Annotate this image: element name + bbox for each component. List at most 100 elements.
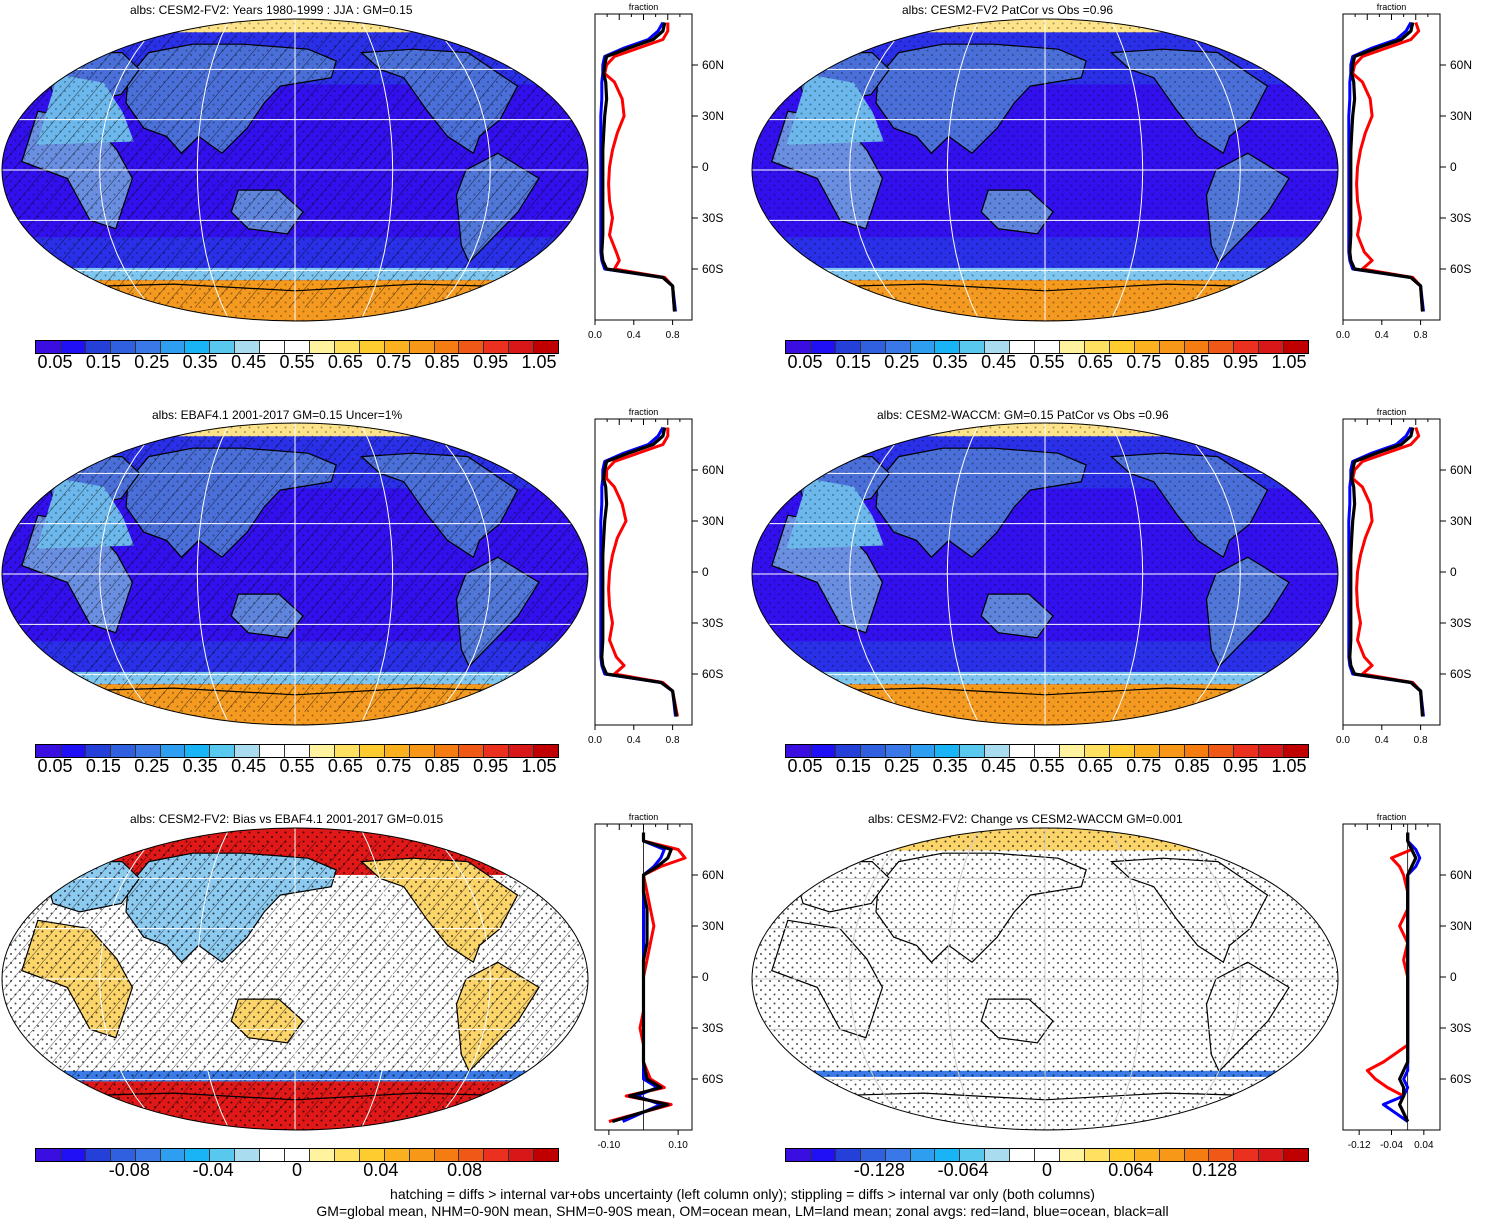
colorbar-swatch <box>1059 1149 1085 1161</box>
colorbar-tick-label: 0.75 <box>1126 756 1162 776</box>
zonal-lat-label: 60N <box>1450 868 1472 882</box>
zonal-lat-label: 30N <box>702 919 724 933</box>
colorbar-swatch <box>810 1149 836 1161</box>
zonal-lat-label: 30S <box>702 1021 723 1035</box>
colorbar-swatch <box>110 1149 136 1161</box>
colorbar-swatch <box>160 1149 186 1161</box>
colorbar-tick-label: 0.95 <box>1223 756 1259 776</box>
meridian-line <box>1110 423 1144 725</box>
colorbar-swatch <box>409 1149 435 1161</box>
colorbar-swatch <box>384 341 410 353</box>
colorbar-swatch <box>1134 341 1160 353</box>
colorbar-4 <box>785 744 1309 758</box>
meridian-line <box>1175 828 1241 1130</box>
zonal-lat-label: 30N <box>702 109 724 123</box>
colorbar-swatch <box>1109 745 1135 757</box>
zonal-plot-3: fraction 60N 30N 0 30S 60S 0.0 0.4 0.8 <box>588 407 724 746</box>
colorbar-swatch <box>384 745 410 757</box>
colorbar-swatch <box>885 1149 911 1161</box>
colorbar-swatch <box>334 1149 360 1161</box>
meridian-line <box>849 423 915 725</box>
colorbar-swatch <box>135 341 161 353</box>
zonal-x-label: 0.8 <box>666 735 680 746</box>
colorbar-tick-label: 0.85 <box>424 756 460 776</box>
map-border <box>751 18 1339 322</box>
colorbar-tick-label: 0.05 <box>37 756 73 776</box>
zonal-axis-title: fraction <box>1377 407 1407 417</box>
colorbar-swatch <box>459 341 485 353</box>
colorbar-tick-label: 1.05 <box>521 352 557 372</box>
colorbar-swatch <box>459 745 485 757</box>
colorbar-swatch <box>135 1149 161 1161</box>
colorbar-swatch <box>935 1149 961 1161</box>
colorbar-swatch <box>235 341 261 353</box>
zonal-axis-title: fraction <box>629 407 659 417</box>
zonal-lat-label: 30N <box>1450 919 1472 933</box>
zonal-series-all <box>611 832 673 1124</box>
colorbar-tick-label: 0.95 <box>473 352 509 372</box>
colorbar-swatch <box>1109 341 1135 353</box>
zonal-lat-label: 60N <box>702 868 724 882</box>
zonal-x-label: 0.10 <box>668 1140 688 1151</box>
colorbar-tick-label: 0.35 <box>182 756 218 776</box>
colorbar-swatch <box>1284 745 1309 757</box>
colorbar-swatch <box>36 745 61 757</box>
colorbar-tick-label: -0.04 <box>192 1160 234 1180</box>
colorbar-swatch <box>1284 341 1309 353</box>
colorbar-swatch <box>285 1149 310 1161</box>
colorbar-tick-label: 0.65 <box>327 756 363 776</box>
colorbar-swatch <box>36 341 61 353</box>
colorbar-swatch <box>185 1149 211 1161</box>
colorbar-swatch <box>1010 745 1036 757</box>
footer-line-1: hatching = diffs > internal var+obs unce… <box>390 1186 1095 1202</box>
meridian-line <box>196 828 230 1130</box>
colorbar-tick-label: 1.05 <box>1271 756 1307 776</box>
colorbar-swatch <box>1259 1149 1285 1161</box>
colorbar-tick-label: 0.45 <box>981 756 1017 776</box>
meridian-line <box>425 19 491 321</box>
colorbar-swatch <box>985 341 1011 353</box>
colorbar-swatch <box>160 341 186 353</box>
colorbar-swatch <box>960 745 986 757</box>
colorbar-tick-label: -0.08 <box>108 1160 150 1180</box>
zonal-lat-label: 30S <box>1450 1021 1471 1035</box>
colorbar-swatch <box>359 745 385 757</box>
colorbar-swatch <box>260 341 286 353</box>
colorbar-swatch <box>110 745 136 757</box>
colorbar-tick-label: 0.85 <box>1174 756 1210 776</box>
colorbar-tick-label: 0.15 <box>835 756 871 776</box>
meridian-line <box>946 828 980 1130</box>
meridian-line <box>946 19 980 321</box>
colorbar-tick-label: 0.95 <box>1223 352 1259 372</box>
zonal-lat-label: 0 <box>1450 970 1457 984</box>
colorbar-swatch <box>1259 745 1285 757</box>
map-panel-2 <box>751 18 1339 322</box>
zonal-series-land <box>1351 22 1424 312</box>
panel-title-5: albs: CESM2-FV2: Bias vs EBAF4.1 2001-20… <box>130 812 444 826</box>
zonal-series-all <box>1348 22 1425 312</box>
zonal-series-all <box>1348 427 1425 717</box>
meridian-line <box>1110 19 1144 321</box>
colorbar-swatch <box>1159 1149 1185 1161</box>
colorbar-swatch <box>85 1149 111 1161</box>
footer-line-2: GM=global mean, NHM=0-90N mean, SHM=0-90… <box>316 1203 1169 1219</box>
colorbar-swatch <box>1184 745 1210 757</box>
colorbar-swatch <box>534 745 559 757</box>
map-panel-4 <box>751 422 1339 726</box>
colorbar-swatch <box>160 745 186 757</box>
colorbar-swatch <box>235 745 261 757</box>
colorbar-swatch <box>434 745 460 757</box>
zonal-series-all <box>1398 832 1418 1123</box>
colorbar-swatch <box>384 1149 410 1161</box>
colorbar-tick-label: 0.75 <box>376 352 412 372</box>
zonal-x-label: -0.04 <box>1380 1140 1403 1151</box>
colorbar-swatch <box>910 341 936 353</box>
colorbar-swatch <box>534 1149 559 1161</box>
zonal-series-all <box>600 22 677 312</box>
zonal-x-label: 0.8 <box>1414 735 1428 746</box>
colorbar-5 <box>35 1148 559 1162</box>
colorbar-swatch <box>60 745 86 757</box>
colorbar-swatch <box>1284 1149 1309 1161</box>
zonal-x-label: 0.0 <box>1336 330 1350 341</box>
zonal-lat-label: 30S <box>1450 616 1471 630</box>
